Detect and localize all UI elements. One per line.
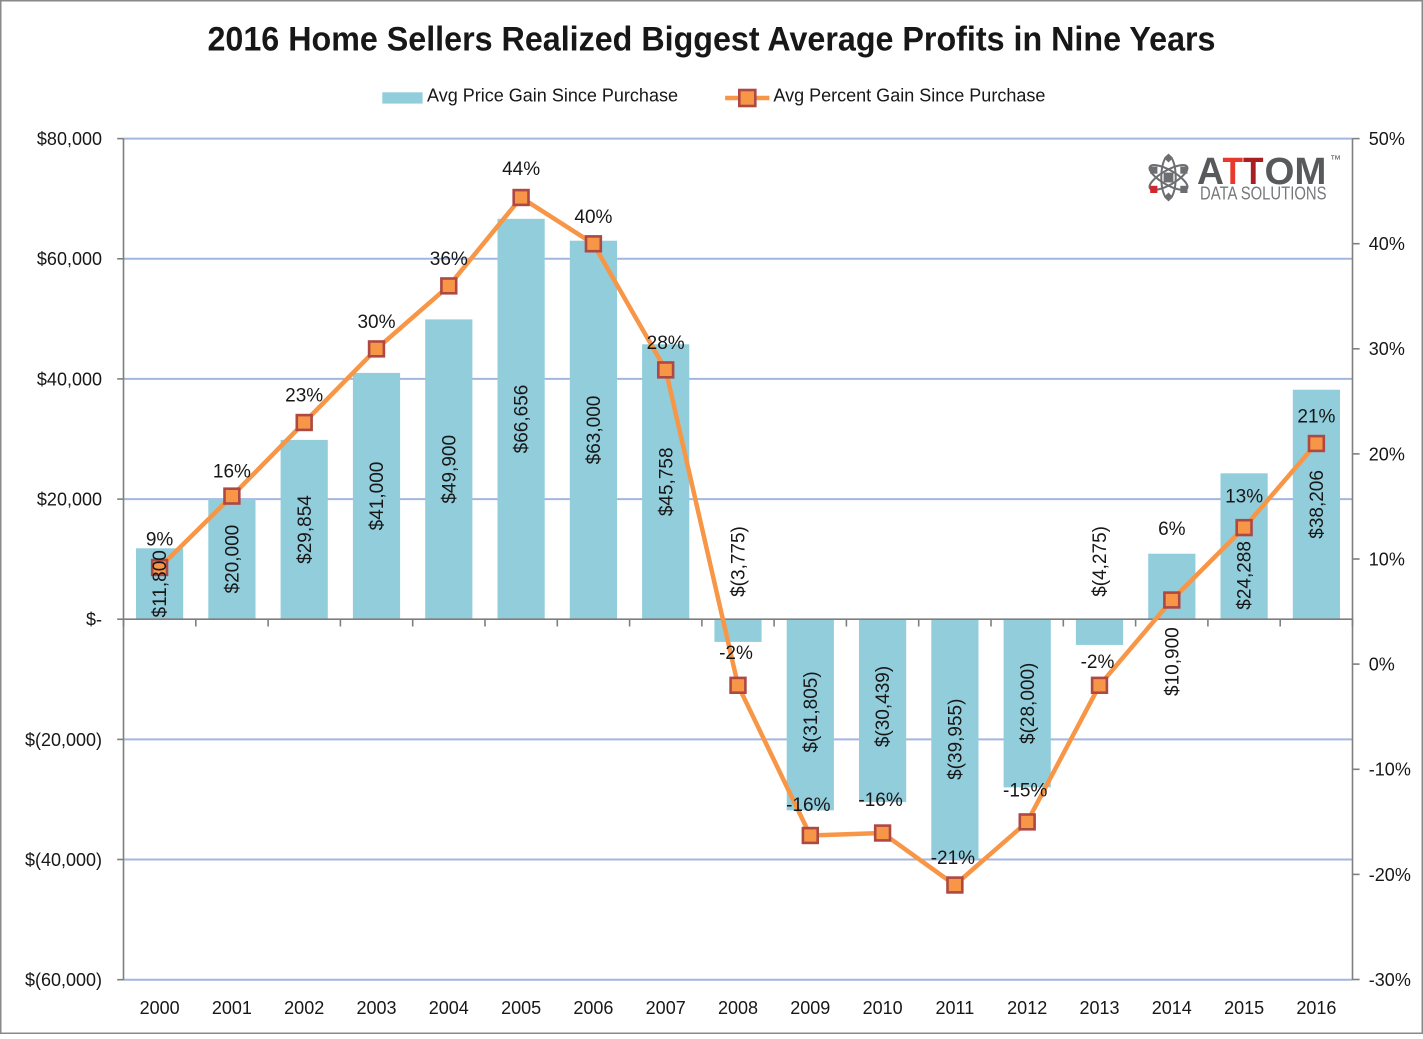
svg-text:50%: 50% (1369, 129, 1405, 149)
svg-text:9%: 9% (146, 530, 174, 551)
svg-text:$-: $- (86, 610, 102, 630)
svg-text:-21%: -21% (931, 848, 975, 869)
svg-text:T: T (1223, 151, 1244, 193)
svg-text:$49,900: $49,900 (439, 435, 460, 504)
svg-text:40%: 40% (574, 207, 612, 228)
svg-text:21%: 21% (1297, 407, 1335, 428)
svg-text:$11,800: $11,800 (150, 550, 171, 617)
svg-text:$45,758: $45,758 (656, 447, 677, 516)
svg-text:-2%: -2% (1081, 652, 1115, 673)
svg-text:Avg Price Gain Since Purchase: Avg Price Gain Since Purchase (427, 85, 678, 105)
svg-text:2006: 2006 (573, 998, 613, 1018)
svg-text:2013: 2013 (1079, 998, 1119, 1018)
svg-text:$80,000: $80,000 (37, 129, 102, 149)
svg-text:2004: 2004 (429, 998, 469, 1018)
svg-text:2014: 2014 (1152, 998, 1192, 1018)
svg-text:$40,000: $40,000 (37, 369, 102, 389)
svg-text:-2%: -2% (719, 643, 753, 664)
svg-text:-10%: -10% (1369, 760, 1411, 780)
svg-text:2000: 2000 (140, 998, 180, 1018)
svg-text:2011: 2011 (936, 998, 975, 1018)
svg-text:2015: 2015 (1224, 998, 1264, 1018)
svg-text:$60,000: $60,000 (37, 249, 102, 269)
svg-text:2003: 2003 (356, 998, 396, 1018)
svg-text:2002: 2002 (284, 998, 324, 1018)
svg-text:2008: 2008 (718, 998, 758, 1018)
svg-text:-15%: -15% (1003, 781, 1047, 802)
svg-text:$20,000: $20,000 (37, 490, 102, 510)
svg-text:13%: 13% (1225, 487, 1263, 508)
svg-text:$38,206: $38,206 (1307, 470, 1328, 539)
svg-text:$(3,775): $(3,775) (729, 526, 750, 597)
svg-text:$(28,000): $(28,000) (1018, 663, 1039, 744)
svg-text:$(30,439): $(30,439) (873, 666, 894, 747)
svg-text:™: ™ (1330, 154, 1341, 166)
svg-text:40%: 40% (1369, 234, 1405, 254)
svg-text:$(31,805): $(31,805) (801, 671, 822, 752)
svg-text:$(4,275): $(4,275) (1090, 526, 1111, 597)
svg-text:30%: 30% (1369, 339, 1405, 359)
svg-text:28%: 28% (647, 333, 685, 354)
svg-text:2010: 2010 (863, 998, 903, 1018)
svg-text:2016 Home Sellers Realized Big: 2016 Home Sellers Realized Biggest Avera… (208, 21, 1216, 59)
svg-text:44%: 44% (502, 159, 540, 180)
svg-text:$66,656: $66,656 (512, 385, 533, 454)
svg-text:0%: 0% (1369, 655, 1395, 675)
svg-text:A: A (1197, 151, 1224, 193)
svg-text:23%: 23% (285, 385, 323, 406)
svg-text:30%: 30% (357, 312, 395, 333)
svg-text:16%: 16% (213, 461, 251, 482)
svg-text:$10,900: $10,900 (1162, 627, 1183, 696)
svg-text:2007: 2007 (646, 998, 686, 1018)
svg-text:20%: 20% (1369, 444, 1405, 464)
svg-text:2001: 2001 (212, 998, 252, 1018)
svg-text:$41,000: $41,000 (367, 462, 388, 531)
svg-text:2005: 2005 (501, 998, 541, 1018)
svg-text:2012: 2012 (1007, 998, 1047, 1018)
svg-text:2016: 2016 (1296, 998, 1336, 1018)
svg-text:36%: 36% (430, 249, 468, 270)
svg-text:DATA SOLUTIONS: DATA SOLUTIONS (1200, 183, 1327, 204)
svg-text:$63,000: $63,000 (584, 396, 605, 465)
svg-text:Avg Percent Gain Since Purchas: Avg Percent Gain Since Purchase (773, 85, 1045, 105)
svg-text:$(60,000): $(60,000) (25, 970, 102, 990)
svg-text:-30%: -30% (1369, 970, 1411, 990)
svg-text:-20%: -20% (1369, 865, 1411, 885)
svg-text:$29,854: $29,854 (295, 495, 316, 564)
svg-text:-16%: -16% (786, 795, 830, 816)
svg-text:2009: 2009 (790, 998, 830, 1018)
svg-text:T: T (1243, 151, 1264, 193)
svg-text:OM: OM (1265, 151, 1327, 193)
svg-text:$(39,955): $(39,955) (946, 699, 967, 780)
svg-text:$(20,000): $(20,000) (25, 730, 102, 750)
svg-text:$20,000: $20,000 (222, 525, 243, 594)
svg-text:-16%: -16% (858, 790, 902, 811)
svg-text:10%: 10% (1369, 549, 1405, 569)
svg-text:$(40,000): $(40,000) (25, 850, 102, 870)
svg-text:6%: 6% (1158, 519, 1186, 540)
svg-text:$24,288: $24,288 (1235, 541, 1256, 610)
